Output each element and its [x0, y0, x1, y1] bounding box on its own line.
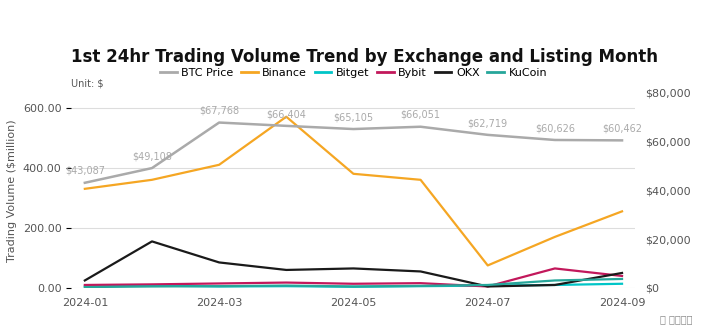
Text: $49,108: $49,108 [132, 151, 172, 161]
Text: $66,051: $66,051 [401, 110, 441, 120]
Text: $62,719: $62,719 [468, 118, 508, 128]
Text: $65,105: $65,105 [333, 112, 373, 122]
Text: $67,768: $67,768 [199, 106, 239, 116]
Text: 1st 24hr Trading Volume Trend by Exchange and Listing Month: 1st 24hr Trading Volume Trend by Exchang… [71, 48, 658, 66]
Text: $60,462: $60,462 [602, 123, 642, 133]
Text: $66,404: $66,404 [266, 109, 306, 119]
Text: $43,087: $43,087 [65, 166, 105, 176]
Text: $60,626: $60,626 [535, 123, 575, 133]
Text: Unit: $: Unit: $ [71, 79, 104, 89]
Y-axis label: Trading Volume ($million): Trading Volume ($million) [7, 119, 17, 261]
Text: 川 区块周刊: 川 区块周刊 [660, 314, 693, 324]
Legend: BTC Price, Binance, Bitget, Bybit, OKX, KuCoin: BTC Price, Binance, Bitget, Bybit, OKX, … [156, 63, 551, 82]
